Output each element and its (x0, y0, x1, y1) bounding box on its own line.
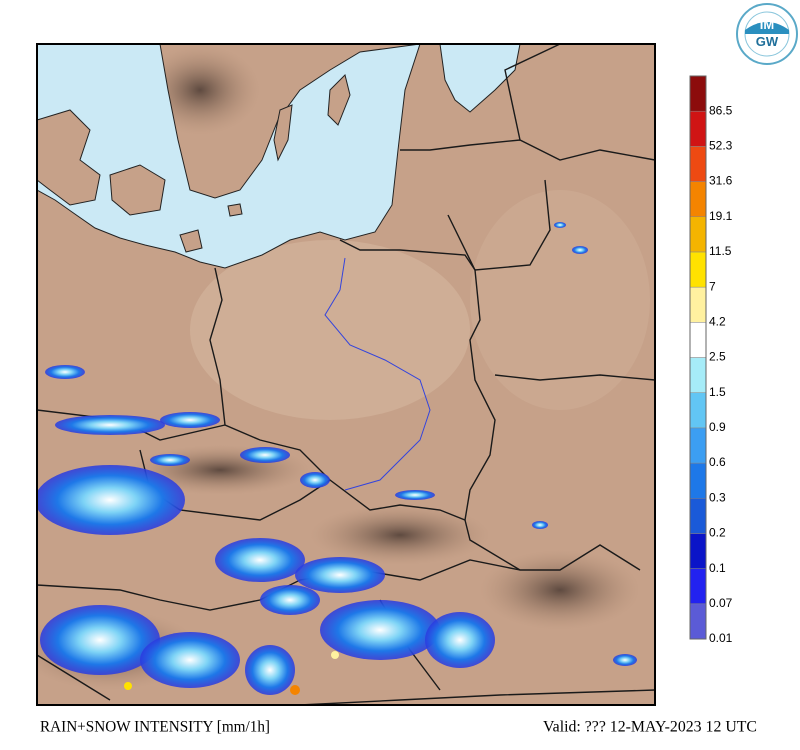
legend-label: 7 (709, 279, 716, 293)
legend-swatch (689, 392, 707, 429)
legend-label: 0.9 (709, 420, 726, 434)
legend-label: 31.6 (709, 174, 733, 188)
legend-swatch (689, 110, 707, 147)
island (109, 164, 166, 216)
legend-label: 0.2 (709, 526, 726, 540)
mountains (310, 505, 490, 565)
legend-swatch (689, 181, 707, 217)
legend-swatch (689, 322, 707, 358)
island (327, 74, 351, 126)
legend-label: 11.5 (709, 244, 732, 258)
legend-label: 0.1 (709, 561, 726, 575)
legend-label: 4.2 (709, 314, 726, 328)
legend-label: 2.5 (709, 350, 726, 364)
map (37, 44, 655, 705)
island (37, 109, 101, 206)
island (227, 203, 243, 217)
legend-swatch (689, 251, 707, 288)
mountains (480, 550, 640, 630)
river (324, 257, 431, 491)
logo-text: GW (756, 34, 779, 49)
legend-label: 86.5 (709, 103, 733, 117)
legend-swatch (689, 603, 707, 640)
legend-swatch (689, 568, 707, 605)
island (179, 229, 203, 253)
logo-text: IM (760, 17, 774, 32)
legend-swatch (689, 216, 707, 253)
legend-swatch (689, 533, 707, 569)
legend-swatch (689, 75, 707, 112)
legend-label: 0.3 (709, 490, 726, 504)
borders (37, 44, 655, 705)
island (273, 104, 293, 162)
map-title: RAIN+SNOW INTENSITY [mm/1h] (40, 719, 270, 736)
logo: IM GW (736, 3, 798, 65)
legend-frame (689, 75, 707, 640)
lowland (190, 240, 470, 420)
legend-swatch (689, 357, 707, 393)
sea (439, 44, 521, 113)
legend-label: 0.01 (709, 631, 733, 645)
legend-label: 19.1 (709, 209, 733, 223)
legend: 0.01 0.07 0.1 0.2 0.3 0.6 0.9 1.5 2.5 4.2 7 11.5 19.… (689, 75, 733, 645)
legend-label: 52.3 (709, 139, 733, 153)
lowland (470, 190, 650, 410)
legend-label: 0.07 (709, 596, 733, 610)
heavy-precipitation (124, 651, 339, 695)
legend-label: 1.5 (709, 385, 726, 399)
legend-label: 0.6 (709, 455, 726, 469)
legend-swatch (689, 146, 707, 182)
legend-swatch (689, 286, 707, 323)
map-frame (36, 43, 656, 706)
legend-swatch (689, 498, 707, 534)
precipitation (37, 222, 637, 695)
legend-swatch (689, 462, 707, 499)
valid-time: Valid: ??? 12-MAY-2023 12 UTC (543, 719, 757, 736)
legend-swatch (689, 427, 707, 464)
